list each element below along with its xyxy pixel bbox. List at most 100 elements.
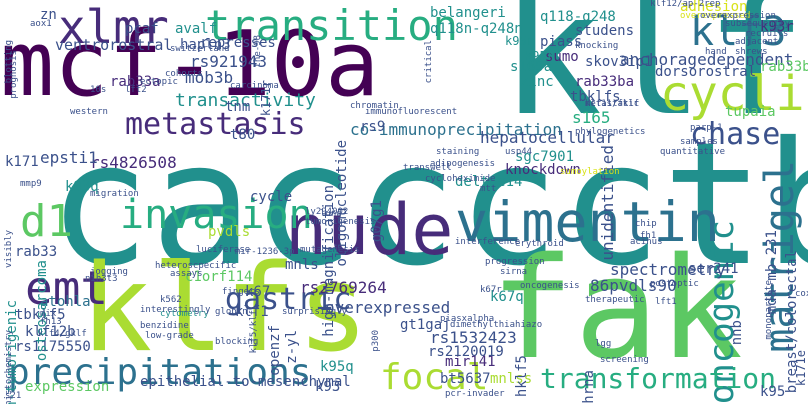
word-cloud-word: lung <box>320 209 342 219</box>
word-cloud-word: zn <box>40 7 57 23</box>
word-cloud-word: nih3t3 <box>85 274 118 284</box>
word-cloud-word: ser241 <box>688 261 739 277</box>
word-cloud-word: k95r <box>505 34 534 48</box>
word-cloud-word: acinus <box>630 237 663 247</box>
word-cloud-word: cox <box>795 289 808 299</box>
word-cloud-word: chromatin <box>350 101 399 111</box>
word-cloud-word: precipitations <box>8 352 312 393</box>
word-cloud-word: emt <box>25 261 109 315</box>
word-cloud-word: western <box>70 107 108 117</box>
word-cloud-word: tnm <box>225 99 251 115</box>
word-cloud-word: cacccctbp <box>48 106 808 304</box>
word-cloud-word: subsequently <box>725 19 791 29</box>
word-cloud-word: blotting <box>4 40 14 84</box>
word-cloud-word: lgg <box>595 339 612 349</box>
word-cloud-word: pvdls <box>208 224 251 240</box>
word-cloud-word: samples <box>680 137 718 147</box>
word-cloud-word: c1orf114 <box>185 269 253 285</box>
word-cloud-word: cyclin <box>660 66 808 122</box>
word-cloud-word: rs2769264 <box>300 278 387 297</box>
word-cloud-word: therapeutic <box>585 295 645 305</box>
word-cloud-word: mcf-10a <box>0 12 380 117</box>
word-cloud-word: adipogenesis <box>430 159 496 169</box>
word-cloud-word: dorsorostral <box>655 64 757 80</box>
word-cloud-word: rab33a <box>110 74 161 90</box>
word-cloud-word: k171 <box>5 154 39 170</box>
word-cloud-word: cycloheximide <box>425 174 496 184</box>
word-cloud-word: rab33 <box>15 244 58 260</box>
word-cloud-word: nnb <box>729 320 745 346</box>
word-cloud-word: co-immunoprecipitation <box>350 120 562 139</box>
word-cloud-word: s165 <box>572 108 611 127</box>
word-cloud-word: overexpressed <box>680 11 751 21</box>
word-cloud-word: k67 <box>245 284 271 300</box>
word-cloud-word: represses <box>200 35 276 51</box>
word-cloud-word: metastasis <box>125 107 306 142</box>
word-cloud-word: k93 <box>315 379 341 395</box>
word-cloud-word: transformation <box>540 362 777 395</box>
word-cloud-word: tupaia <box>725 104 776 120</box>
word-cloud-word: luciferase <box>196 245 251 255</box>
word-cloud-word: k95q <box>320 359 354 375</box>
word-cloud-word: p300 <box>371 330 381 352</box>
word-cloud-word: cytometry <box>160 309 209 319</box>
word-cloud-word: benzidine <box>140 321 189 331</box>
word-cloud-word: 10s <box>90 85 107 95</box>
word-cloud-word: hklf5 <box>514 355 530 398</box>
word-cloud-word: xlmr <box>58 0 169 54</box>
word-cloud-word: k562 <box>160 295 182 305</box>
word-cloud-word: spectrometry <box>610 260 726 279</box>
word-cloud-word: s165a <box>510 59 553 75</box>
word-cloud-word: lft2 <box>125 85 147 95</box>
word-cloud-word: the-98 <box>253 35 263 68</box>
word-cloud-word: klf12/ap-2rep <box>650 0 721 9</box>
word-cloud-word: transition <box>205 1 458 50</box>
word-cloud-word: phylogenetics <box>575 127 646 137</box>
word-cloud-word: switzerland <box>170 44 230 54</box>
word-cloud-word: postoptic <box>650 279 699 289</box>
word-cloud-word: fak <box>490 228 743 391</box>
word-cloud-word: monopartite <box>764 280 774 340</box>
word-cloud-word: rab33b <box>760 59 808 75</box>
word-cloud-word: jogging <box>90 267 128 277</box>
word-cloud-word: sirna <box>500 267 528 277</box>
word-cloud-word: rab33ba <box>575 74 635 90</box>
word-cloud-word: klf4/gklf <box>38 329 87 339</box>
word-cloud-word: visibly <box>4 230 14 268</box>
word-cloud-word: ectopic <box>140 77 178 87</box>
word-cloud-word: mix <box>40 309 57 319</box>
word-cloud-word: q118-q248 <box>540 9 616 25</box>
word-cloud-word: recruits <box>745 29 789 39</box>
word-cloud-word: cohorts <box>165 69 203 79</box>
word-cloud-word: cycle <box>250 189 293 205</box>
word-cloud-word: oncogenesis <box>520 281 580 291</box>
word-cloud-word: rs1175550 <box>15 339 91 355</box>
word-cloud-word: adhesion <box>680 0 748 15</box>
word-cloud-word: shrews <box>735 47 768 57</box>
word-cloud-word: k93r <box>760 19 794 35</box>
word-cloud-word: sgc7901 <box>515 149 575 165</box>
word-cloud-word: focal <box>380 357 489 398</box>
word-cloud-word: zinc <box>520 74 554 90</box>
word-cloud-word: surprisingly <box>282 307 348 317</box>
word-cloud-word: deltac14 <box>455 174 523 190</box>
word-cloud-word: dimethylthiahiazo <box>450 320 543 330</box>
word-cloud-word: unidentified <box>598 145 617 261</box>
word-cloud-word: pcr-invader <box>445 389 505 399</box>
word-cloud-word: mnls <box>285 257 319 273</box>
word-cloud-word: hepatocellular <box>480 128 615 147</box>
word-cloud-word: mob3b <box>185 68 234 87</box>
word-cloud-word: nude <box>285 189 454 271</box>
word-cloud-word: migration <box>90 189 139 199</box>
word-cloud-word: chase <box>690 117 781 152</box>
word-cloud-word: transactivity <box>175 90 316 111</box>
word-cloud-word: pcaf <box>125 21 159 37</box>
word-cloud-word: usp44 <box>505 147 533 157</box>
word-cloud-word: knockdown <box>505 162 581 178</box>
word-cloud-word: rs9 <box>360 119 386 135</box>
word-cloud-word: overexpressed <box>325 298 451 317</box>
word-cloud-word: k67q <box>490 289 524 305</box>
word-cloud-word: rs2120019 <box>428 344 504 360</box>
word-cloud-word: k171r <box>259 80 273 117</box>
